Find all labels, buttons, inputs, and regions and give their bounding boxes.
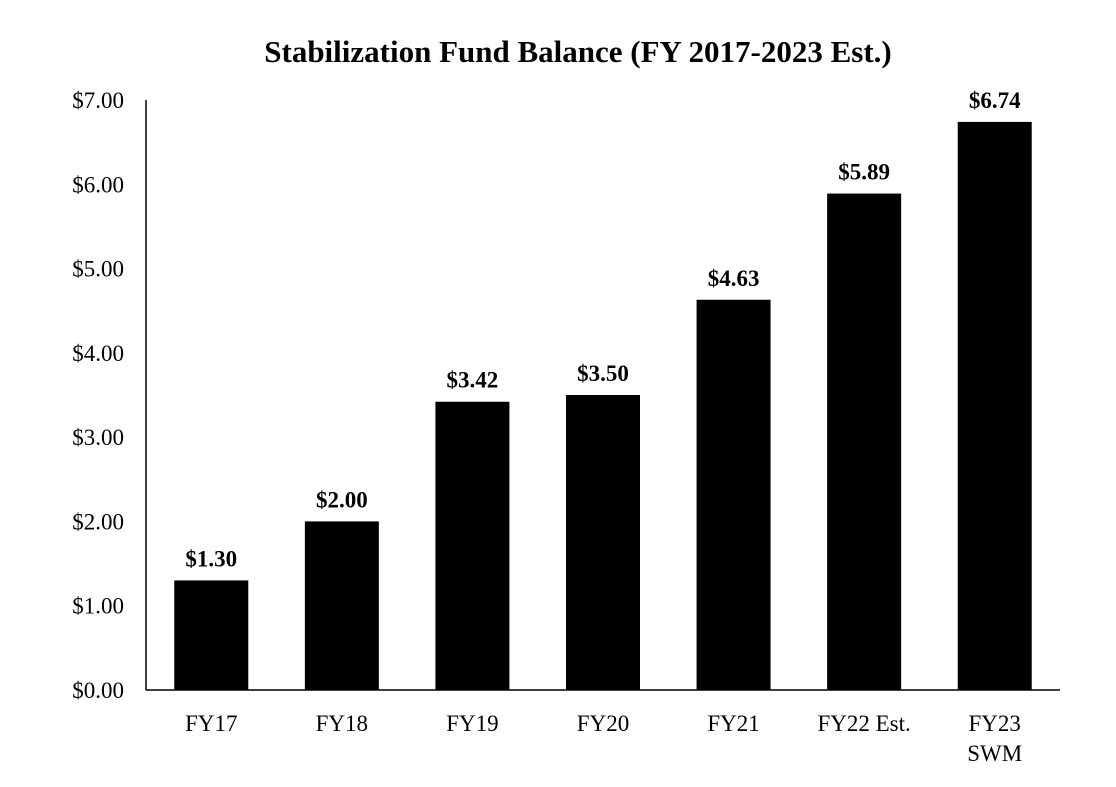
y-axis-ticks: $0.00 $1.00 $2.00 $3.00 $4.00 $5.00 $6.00 $7.00 [72, 88, 124, 703]
bar [957, 121, 1032, 690]
bar-value-label: $2.00 [316, 487, 368, 512]
bar [174, 580, 249, 690]
bar [435, 401, 510, 690]
y-tick-label: $7.00 [72, 88, 124, 113]
chart-title: Stabilization Fund Balance (FY 2017-2023… [264, 34, 892, 69]
x-tick-label: FY20 [577, 711, 629, 736]
bar-value-label: $3.50 [577, 361, 629, 386]
bar-value-label: $1.30 [185, 546, 237, 571]
data-labels: $1.30 $2.00 $3.42 $3.50 $4.63 $5.89 $6.74 [185, 88, 1021, 572]
y-tick-label: $2.00 [72, 509, 124, 534]
bar [827, 193, 902, 691]
x-tick-label: FY21 [707, 711, 759, 736]
x-tick-label: FY18 [316, 711, 368, 736]
bars [174, 121, 1032, 691]
y-tick-label: $6.00 [72, 172, 124, 197]
x-tick-label: FY19 [446, 711, 498, 736]
y-tick-label: $4.00 [72, 341, 124, 366]
bar [696, 299, 771, 690]
x-tick-label: FY22 Est. [817, 711, 910, 736]
x-axis-labels: FY17 FY18 FY19 FY20 FY21 FY22 Est. FY23 SWM [185, 711, 1022, 766]
x-tick-label: FY17 [185, 711, 237, 736]
y-tick-label: $1.00 [72, 594, 124, 619]
bar [304, 521, 379, 690]
bar-value-label: $6.74 [969, 88, 1021, 113]
y-tick-label: $5.00 [72, 257, 124, 282]
x-tick-label: FY23 SWM [967, 711, 1022, 766]
bar-value-label: $5.89 [838, 160, 890, 185]
bar [566, 395, 640, 690]
y-tick-label: $0.00 [72, 678, 124, 703]
bar-value-label: $4.63 [708, 266, 760, 291]
bar-value-label: $3.42 [447, 368, 499, 393]
y-tick-label: $3.00 [72, 425, 124, 450]
